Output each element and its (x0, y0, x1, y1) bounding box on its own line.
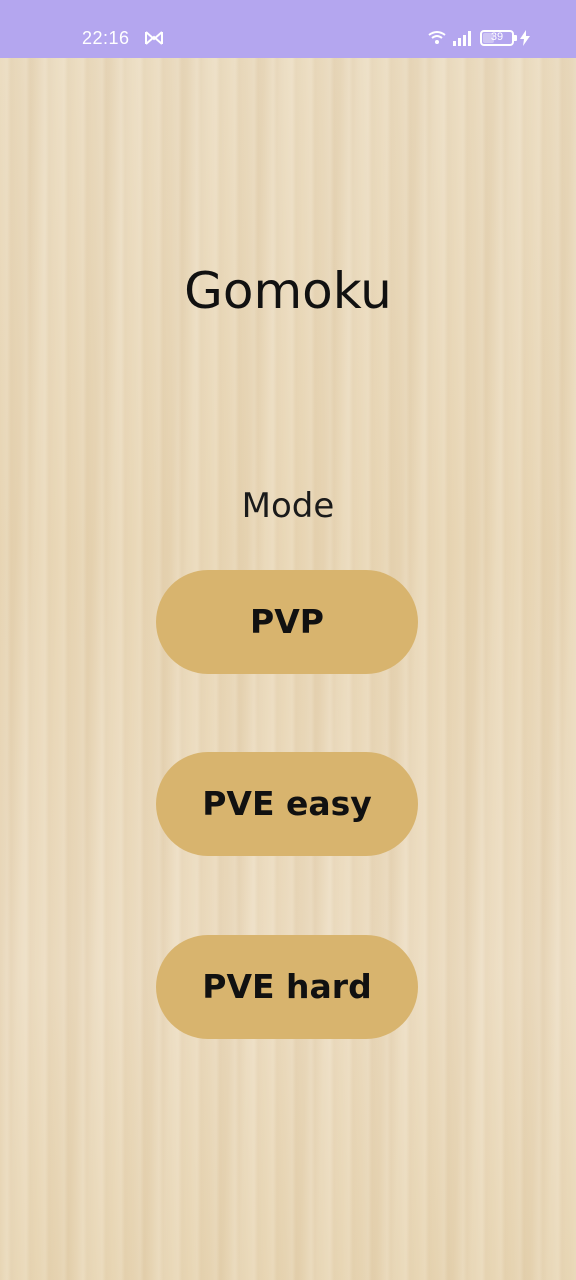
battery-icon: 39 (480, 30, 517, 46)
status-time: 22:16 (82, 28, 130, 48)
pve-easy-button[interactable]: PVE easy (156, 752, 418, 856)
pvp-button[interactable]: PVP (156, 570, 418, 674)
signal-icon (452, 30, 474, 46)
battery-fill (483, 33, 494, 43)
wifi-icon (428, 30, 446, 46)
battery-level: 39 (490, 31, 504, 43)
charging-icon (520, 30, 530, 46)
status-bar: 22:16 39 (0, 0, 576, 58)
pve-hard-button[interactable]: PVE hard (156, 935, 418, 1039)
mode-label: Mode (241, 486, 335, 526)
page-title: Gomoku (184, 262, 392, 320)
notification-icon (144, 30, 164, 46)
status-icons: 39 (428, 28, 530, 48)
